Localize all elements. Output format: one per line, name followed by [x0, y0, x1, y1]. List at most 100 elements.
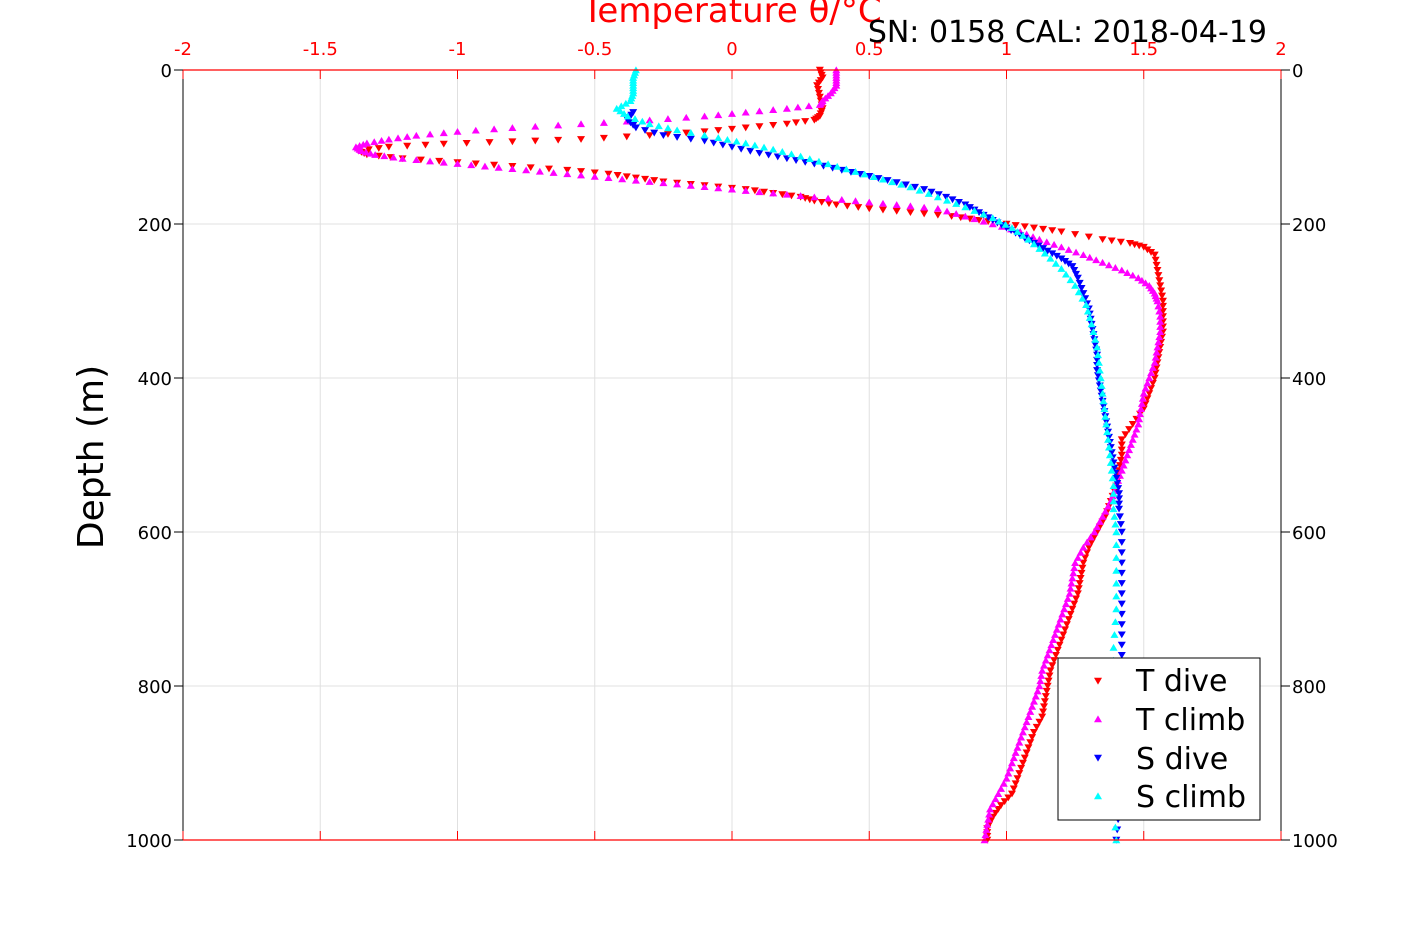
y-tick-label-left: 400 [138, 369, 172, 390]
s-climb-point [645, 120, 654, 128]
x-tick-label: 0.5 [855, 39, 884, 60]
s-climb-point [970, 207, 979, 214]
s-climb-point [673, 126, 682, 134]
t-dive-point [1083, 549, 1092, 557]
t-climb-point [892, 201, 901, 208]
t-climb-point [755, 107, 764, 115]
t-climb-point [1134, 420, 1143, 428]
s-dive-point [1117, 641, 1126, 649]
s-climb-point [1109, 482, 1118, 489]
t-dive-point [1084, 233, 1093, 241]
s-climb-point [1098, 389, 1107, 397]
t-dive-point [1139, 243, 1148, 251]
s-dive-point [1094, 372, 1102, 380]
s-dive-point [892, 179, 901, 187]
t-climb-point [1156, 312, 1165, 320]
s-dive-point [1070, 267, 1079, 274]
s-climb-point [1112, 541, 1121, 549]
s-climb-point [686, 129, 695, 136]
t-dive-point [906, 209, 915, 217]
t-dive-point [1041, 693, 1050, 700]
t-climb-point [1147, 369, 1156, 377]
t-climb-point [1085, 253, 1094, 261]
t-dive-point [1073, 590, 1082, 598]
s-climb-point [961, 203, 970, 211]
t-dive-point [554, 136, 563, 144]
x-tick-label: 0 [726, 39, 737, 60]
t-climb-point [837, 196, 846, 203]
t-dive-point [801, 118, 810, 125]
t-climb-point [673, 180, 682, 188]
t-climb-point [933, 205, 942, 212]
s-dive-point [1048, 250, 1057, 258]
t-dive-point [641, 175, 650, 183]
s-climb-point [1094, 359, 1103, 366]
t-climb-point [1079, 251, 1088, 258]
t-climb-point [1130, 430, 1139, 438]
s-climb-point [1024, 235, 1033, 243]
t-climb-point [991, 795, 1000, 803]
s-dive-point [737, 145, 746, 153]
s-climb-point [805, 155, 814, 163]
t-climb-point [1128, 436, 1137, 443]
t-dive-point [471, 160, 480, 168]
s-climb-point [1110, 513, 1119, 520]
t-climb-point [793, 103, 802, 111]
s-climb-point [824, 160, 833, 168]
t-climb-point [1038, 667, 1047, 674]
t-climb-point [1035, 682, 1044, 690]
y-tick-label-left: 1000 [126, 831, 172, 852]
t-climb-point [1138, 394, 1147, 402]
t-climb-point [1137, 405, 1146, 412]
t-dive-point [1155, 277, 1164, 285]
t-dive-point [1011, 222, 1020, 229]
t-dive-point [1121, 431, 1130, 439]
s-climb-point [933, 193, 942, 201]
x-tick-label: -0.5 [577, 39, 612, 60]
t-climb-point [535, 167, 544, 175]
t-climb-point [471, 126, 480, 134]
t-dive-point [769, 121, 778, 129]
t-dive-point [1151, 256, 1160, 264]
x-axis-title: Temperature θ/°C [581, 0, 881, 31]
data-points [351, 66, 1167, 844]
legend-marker-s-dive [1094, 754, 1102, 762]
t-climb-point [1139, 389, 1148, 397]
t-dive-point [1026, 739, 1035, 747]
s-climb-point [612, 104, 621, 112]
s-dive-point [1072, 270, 1081, 278]
s-climb-point [778, 148, 787, 155]
t-climb-point [1018, 728, 1027, 736]
t-climb-point [1022, 718, 1031, 726]
t-dive-point [1057, 228, 1066, 236]
legend-label-s-dive: S dive [1136, 742, 1228, 777]
t-climb-point [943, 207, 952, 215]
s-climb-point [869, 173, 878, 180]
t-dive-point [613, 172, 622, 179]
t-dive-point [1000, 798, 1009, 806]
t-climb-point [1098, 513, 1107, 520]
t-climb-point [1013, 744, 1022, 751]
t-climb-point [453, 160, 462, 167]
t-climb-point [1092, 256, 1101, 264]
t-dive-point [1152, 364, 1161, 372]
t-climb-point [577, 120, 586, 128]
t-dive-point [1115, 462, 1124, 469]
s-climb-point [979, 210, 988, 218]
s-climb-point [1104, 436, 1113, 443]
t-dive-point [1143, 395, 1152, 403]
t-dive-point [817, 198, 826, 206]
t-climb-point [494, 163, 503, 171]
t-dive-point [1068, 605, 1077, 613]
s-dive-point [746, 147, 755, 155]
t-dive-point [1084, 544, 1093, 551]
s-climb-point [741, 139, 750, 147]
t-climb-point [663, 115, 672, 122]
s-climb-point [1100, 405, 1109, 412]
t-climb-point [1104, 261, 1113, 269]
t-dive-point [1066, 610, 1075, 618]
t-dive-point [1040, 703, 1049, 711]
t-climb-point [999, 779, 1008, 787]
s-climb-point [1108, 474, 1117, 482]
t-climb-point [1009, 754, 1018, 762]
